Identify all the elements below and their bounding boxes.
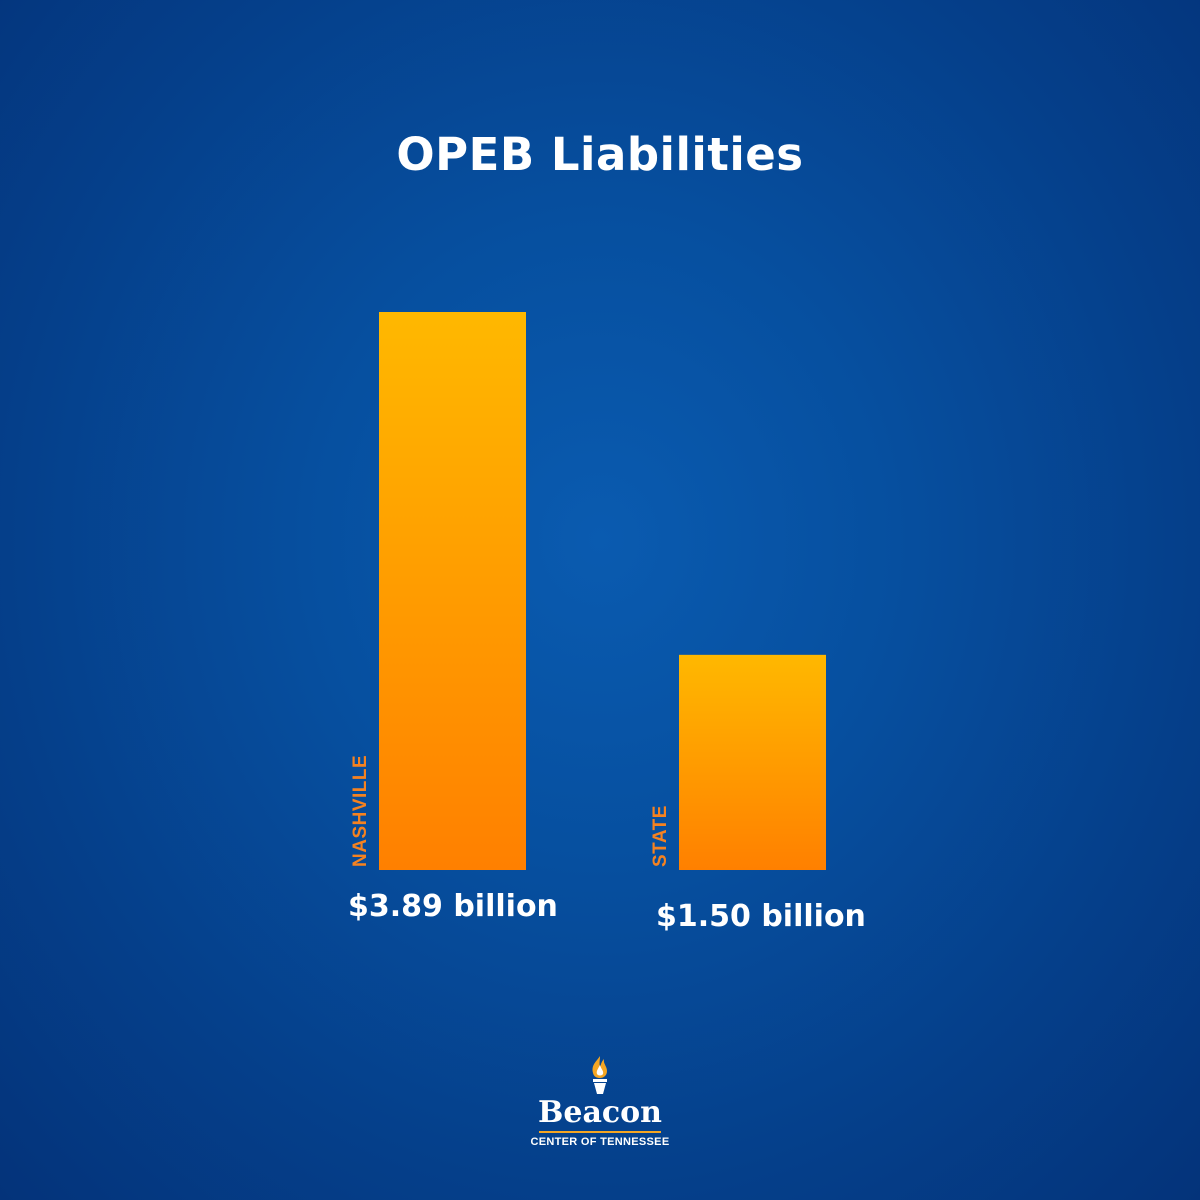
category-label-state: STATE [650,805,671,867]
bar-state [679,654,826,870]
bars-layer: NASHVILLE $3.89 billion STATE $1.50 billion [348,312,866,934]
torch-icon [592,1056,607,1094]
chart-title: OPEB Liabilities [396,128,804,181]
logo-name: Beacon [538,1095,662,1130]
logo-divider [539,1131,661,1133]
beacon-logo: Beacon CENTER OF TENNESSEE [530,1055,670,1160]
value-label-state: $1.50 billion [656,899,866,934]
value-label-nashville: $3.89 billion [348,889,558,924]
logo-subtitle: CENTER OF TENNESSEE [530,1136,670,1148]
category-label-nashville: NASHVILLE [350,755,371,867]
bar-nashville [379,312,526,870]
